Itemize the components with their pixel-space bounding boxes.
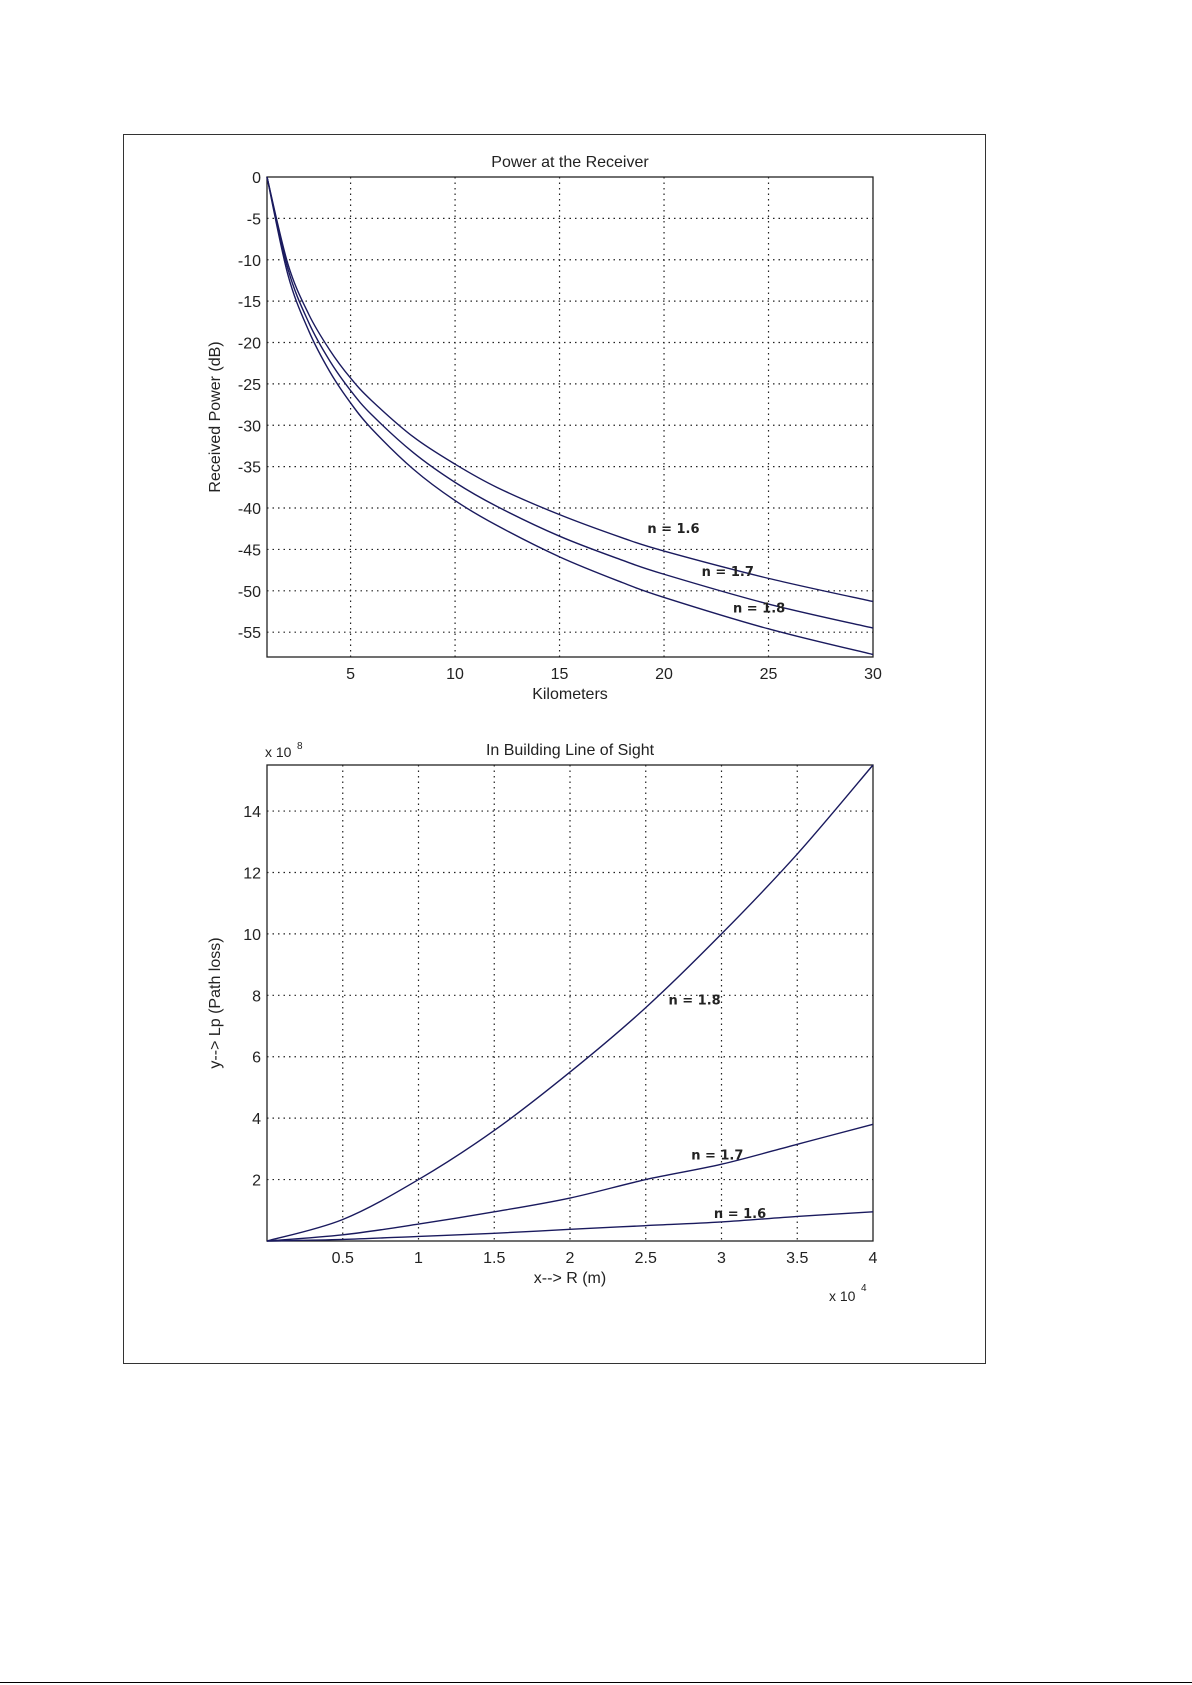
x-multiplier: x 10 xyxy=(829,1288,856,1304)
y-tick-label: -40 xyxy=(238,501,261,518)
y-tick-label: -50 xyxy=(238,584,261,601)
x-tick-label: 20 xyxy=(655,666,673,683)
series-annotation: n = 1.6 xyxy=(647,522,699,537)
chart-0: 5 10 15 20 25 30 0 -5 -10 -15 -20 -25 -30 -35 -40 -45 -5… xyxy=(207,154,882,703)
x-tick-label: 4 xyxy=(869,1250,878,1267)
y-tick-label: -20 xyxy=(238,336,261,353)
x-axis-label: x--> R (m) xyxy=(534,1270,606,1287)
chart-title: In Building Line of Sight xyxy=(486,742,655,759)
chart-1: 0.5 1 1.5 2 2.5 3 3.5 4 2 4 6 8 10 12 14 In Building Li… xyxy=(207,741,878,1304)
x-axis-label: Kilometers xyxy=(532,686,608,703)
x-tick-label: 1.5 xyxy=(483,1250,505,1267)
x-tick-label: 25 xyxy=(760,666,778,683)
x-multiplier-exponent: 4 xyxy=(861,1283,867,1294)
y-tick-label: 2 xyxy=(252,1173,261,1190)
figure-frame xyxy=(123,134,986,1364)
y-tick-label: -55 xyxy=(238,625,261,642)
y-tick-label: 0 xyxy=(252,170,261,187)
x-tick-label: 2 xyxy=(566,1250,575,1267)
y-tick-label: -15 xyxy=(238,294,261,311)
page-bottom-rule xyxy=(0,1682,1192,1683)
y-axis-label: Received Power (dB) xyxy=(207,341,224,492)
y-tick-label: -30 xyxy=(238,418,261,435)
plot-area-border xyxy=(266,176,874,658)
series-line-18 xyxy=(266,764,874,1242)
y-tick-label: -10 xyxy=(238,253,261,270)
series-line-16 xyxy=(266,176,874,603)
y-axis-label: y--> Lp (Path loss) xyxy=(207,937,224,1068)
y-tick-label: 4 xyxy=(252,1111,261,1128)
y-tick-label: 14 xyxy=(243,804,261,821)
y-tick-label: -35 xyxy=(238,460,261,477)
y-multiplier-exponent: 8 xyxy=(297,741,303,752)
series-line-16 xyxy=(266,1211,874,1242)
y-tick-label: 10 xyxy=(243,927,261,944)
x-tick-label: 15 xyxy=(551,666,569,683)
series-line-17 xyxy=(266,176,874,629)
x-tick-label: 1 xyxy=(414,1250,423,1267)
y-tick-label: -25 xyxy=(238,377,261,394)
x-tick-label: 5 xyxy=(346,666,355,683)
y-tick-label: 8 xyxy=(252,988,261,1005)
x-tick-label: 0.5 xyxy=(332,1250,354,1267)
x-tick-label: 30 xyxy=(864,666,882,683)
chart-title: Power at the Receiver xyxy=(491,154,649,171)
series-annotation: n = 1.8 xyxy=(733,601,785,616)
x-tick-label: 10 xyxy=(446,666,464,683)
series-line-17 xyxy=(266,1123,874,1242)
x-tick-label: 3.5 xyxy=(786,1250,808,1267)
y-multiplier: x 10 xyxy=(265,744,292,760)
series-line-18 xyxy=(266,176,874,656)
y-tick-label: -5 xyxy=(247,211,261,228)
x-tick-label: 2.5 xyxy=(635,1250,657,1267)
series-annotation: n = 1.8 xyxy=(668,994,720,1009)
y-tick-label: -45 xyxy=(238,542,261,559)
series-annotation: n = 1.7 xyxy=(702,565,754,580)
x-tick-label: 3 xyxy=(717,1250,726,1267)
plot-area-border xyxy=(266,764,874,1242)
y-tick-label: 6 xyxy=(252,1050,261,1067)
series-annotation: n = 1.7 xyxy=(691,1149,743,1164)
y-tick-label: 12 xyxy=(243,865,261,882)
series-annotation: n = 1.6 xyxy=(714,1207,766,1222)
